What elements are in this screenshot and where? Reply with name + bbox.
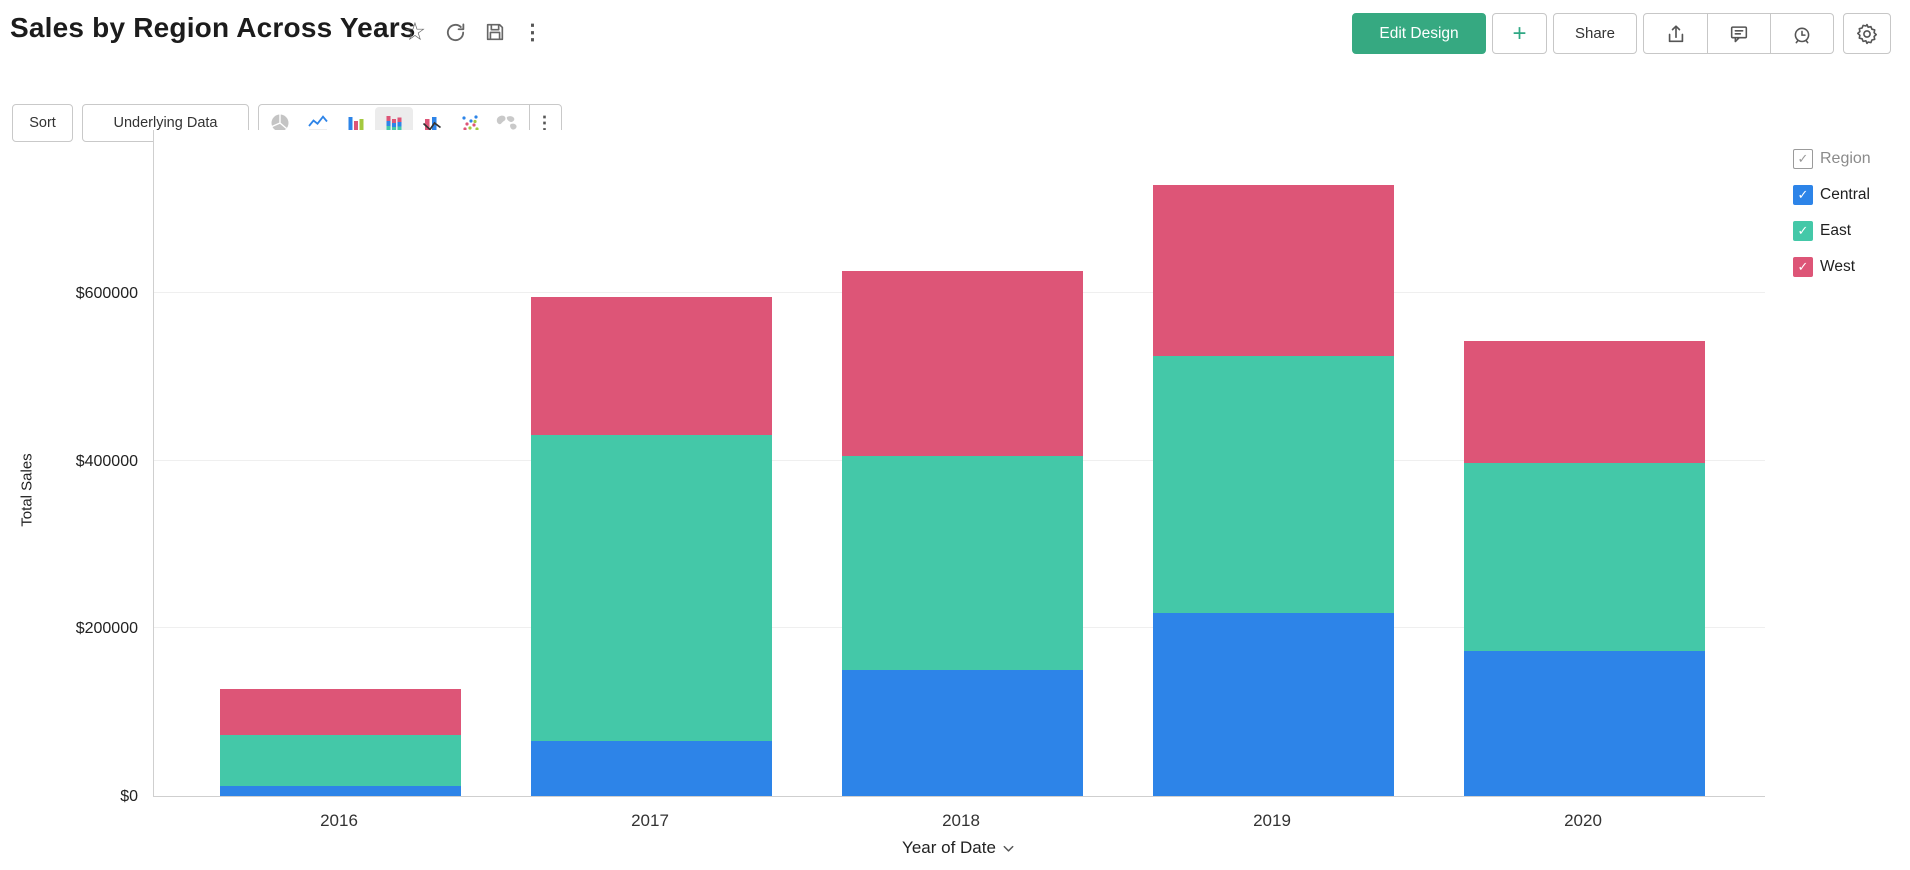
- alarm-icon[interactable]: [1770, 14, 1833, 53]
- legend-header-region[interactable]: ✓ Region: [1793, 149, 1871, 169]
- bar-segment-central-2020[interactable]: [1463, 651, 1705, 796]
- settings-gear-icon[interactable]: [1843, 13, 1891, 54]
- legend-item-west[interactable]: ✓ West: [1793, 257, 1871, 277]
- bar-segment-central-2018[interactable]: [841, 670, 1083, 796]
- bar-segment-west-2017[interactable]: [530, 296, 772, 435]
- stacked-bar-2017: [530, 129, 772, 796]
- combo-chart-icon[interactable]: [413, 107, 451, 139]
- refresh-icon[interactable]: [440, 16, 470, 48]
- y-tick-label: $0: [120, 788, 138, 805]
- east-checkbox[interactable]: ✓: [1793, 221, 1813, 241]
- legend-item-label: West: [1820, 258, 1856, 275]
- bar-segment-central-2016[interactable]: [219, 785, 461, 796]
- bar-segment-central-2019[interactable]: [1152, 612, 1394, 796]
- share-button[interactable]: Share: [1553, 13, 1637, 54]
- export-icon[interactable]: [1644, 14, 1707, 53]
- west-checkbox[interactable]: ✓: [1793, 257, 1813, 277]
- bar-segment-east-2017[interactable]: [530, 434, 772, 741]
- stacked-bar-2020: [1463, 129, 1705, 796]
- x-tick-label-2018: 2018: [942, 811, 980, 830]
- region-checkbox[interactable]: ✓: [1793, 149, 1813, 169]
- map-chart-icon[interactable]: [489, 107, 527, 139]
- x-axis-title-dropdown[interactable]: Year of Date: [153, 838, 1765, 858]
- x-tick-label-2017: 2017: [631, 811, 669, 830]
- y-tick-label: $400000: [75, 452, 138, 470]
- legend-item-central[interactable]: ✓ Central: [1793, 185, 1871, 205]
- chart-type-more-icon[interactable]: ⋮: [529, 104, 559, 142]
- edit-design-button[interactable]: Edit Design: [1352, 13, 1486, 54]
- scatter-chart-icon[interactable]: [451, 107, 489, 139]
- star-icon[interactable]: ☆: [400, 16, 430, 48]
- legend: ✓ Region ✓ Central ✓ East ✓ West: [1793, 149, 1871, 277]
- stacked-bar-2019: [1152, 129, 1394, 796]
- sort-button[interactable]: Sort: [12, 104, 73, 142]
- stacked-bar-2016: [219, 129, 461, 796]
- bar-segment-west-2018[interactable]: [841, 270, 1083, 456]
- central-checkbox[interactable]: ✓: [1793, 185, 1813, 205]
- bar-segment-east-2016[interactable]: [219, 734, 461, 786]
- comment-icon[interactable]: [1707, 14, 1770, 53]
- x-tick-label-2019: 2019: [1253, 811, 1291, 830]
- header-icon-group: [1643, 13, 1834, 54]
- plot-area: [153, 130, 1765, 797]
- bar-segment-east-2018[interactable]: [841, 455, 1083, 671]
- chevron-down-icon: [1003, 845, 1014, 852]
- save-icon[interactable]: [480, 16, 510, 48]
- bar-segment-west-2019[interactable]: [1152, 185, 1394, 357]
- y-tick-label: $600000: [75, 285, 138, 303]
- legend-title: Region: [1820, 150, 1871, 167]
- bar-segment-central-2017[interactable]: [530, 740, 772, 796]
- pie-chart-icon[interactable]: [261, 107, 299, 139]
- legend-item-east[interactable]: ✓ East: [1793, 221, 1871, 241]
- bar-segment-west-2020[interactable]: [1463, 341, 1705, 464]
- bar-chart-icon[interactable]: [337, 107, 375, 139]
- x-tick-label-2016: 2016: [320, 811, 358, 830]
- bar-segment-west-2016[interactable]: [219, 688, 461, 735]
- legend-item-label: Central: [1820, 186, 1870, 203]
- stacked-bar-2018: [841, 129, 1083, 796]
- legend-item-label: East: [1820, 222, 1852, 239]
- x-axis-title: Year of Date: [902, 838, 996, 857]
- page-title: Sales by Region Across Years: [10, 12, 416, 43]
- add-button[interactable]: +: [1492, 13, 1547, 54]
- bar-segment-east-2020[interactable]: [1463, 463, 1705, 652]
- y-tick-label: $200000: [75, 620, 138, 638]
- title-more-icon[interactable]: ⋮: [518, 16, 548, 48]
- bar-segment-east-2019[interactable]: [1152, 356, 1394, 613]
- x-tick-label-2020: 2020: [1564, 811, 1602, 830]
